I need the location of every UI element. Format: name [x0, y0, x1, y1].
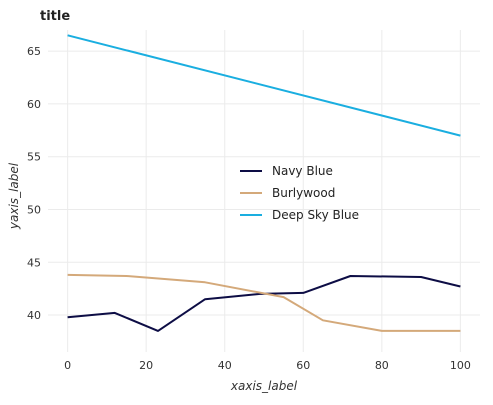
legend-label-navy-blue: Navy Blue — [272, 164, 333, 178]
x-tick-label: 20 — [139, 359, 153, 372]
y-tick-label: 55 — [27, 151, 41, 164]
y-tick-label: 65 — [27, 45, 41, 58]
x-tick-label: 80 — [375, 359, 389, 372]
series-layer — [67, 34, 461, 332]
series-line-deep-sky-blue — [67, 34, 461, 137]
x-tick-label: 100 — [450, 359, 471, 372]
x-tick-label: 60 — [296, 359, 310, 372]
series-line-burlywood — [67, 273, 461, 332]
chart-title: title — [40, 9, 70, 24]
series-line-navy-blue — [67, 275, 461, 332]
x-axis-title: xaxis_label — [230, 379, 298, 393]
legend-label-deep-sky-blue: Deep Sky Blue — [272, 208, 359, 222]
grid — [48, 30, 480, 352]
legend-label-burlywood: Burlywood — [272, 186, 335, 200]
y-tick-label: 50 — [27, 203, 41, 216]
y-tick-label: 60 — [27, 98, 41, 111]
legend: Navy Blue Burlywood Deep Sky Blue — [240, 164, 359, 222]
y-tick-label: 45 — [27, 256, 41, 269]
x-tick-label: 0 — [64, 359, 71, 372]
axes: 40 45 50 55 60 65 0 20 40 60 80 100 — [27, 45, 471, 372]
x-tick-label: 40 — [218, 359, 232, 372]
y-axis-title: yaxis_label — [7, 162, 21, 230]
y-tick-label: 40 — [27, 309, 41, 322]
